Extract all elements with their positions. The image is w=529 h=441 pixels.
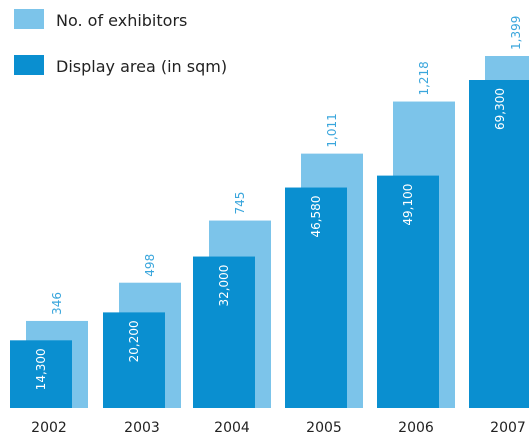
legend-swatch-exhibitors [14,9,44,29]
x-axis: 2002 2003 2004 2005 2006 2007 [31,420,526,436]
data-label-display-area-2007: 69,300 [493,88,507,130]
data-label-display-area-2002: 14,300 [34,348,48,390]
data-label-display-area-2004: 32,000 [217,265,231,307]
x-tick-label-2002: 2002 [31,420,67,436]
data-label-display-area-2005: 46,580 [309,196,323,238]
x-tick-label-2003: 2003 [124,420,160,436]
x-tick-label-2004: 2004 [214,420,250,436]
data-label-display-area-2003: 20,200 [127,320,141,362]
data-label-exhibitors-2007: 1,399 [509,16,523,50]
legend-label-exhibitors: No. of exhibitors [56,11,187,30]
data-label-display-area-2006: 49,100 [401,184,415,226]
data-label-exhibitors-2004: 745 [233,192,247,215]
x-tick-label-2006: 2006 [398,420,434,436]
legend-label-display-area: Display area (in sqm) [56,57,227,76]
legend: No. of exhibitors Display area (in sqm) [14,9,227,76]
x-tick-label-2007: 2007 [490,420,526,436]
data-label-exhibitors-2006: 1,218 [417,61,431,95]
data-label-exhibitors-2002: 346 [50,292,64,315]
data-label-exhibitors-2005: 1,011 [325,113,339,147]
x-tick-label-2005: 2005 [306,420,342,436]
legend-swatch-display-area [14,55,44,75]
data-label-exhibitors-2003: 498 [143,254,157,277]
